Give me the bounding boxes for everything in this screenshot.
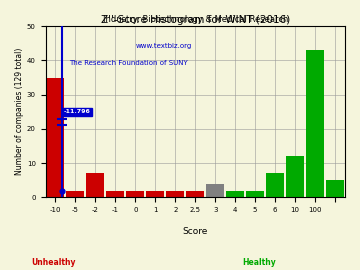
Y-axis label: Number of companies (129 total): Number of companies (129 total) — [15, 48, 24, 176]
Text: -11.796: -11.796 — [63, 109, 90, 114]
Text: The Research Foundation of SUNY: The Research Foundation of SUNY — [69, 60, 188, 66]
Bar — [166, 191, 184, 197]
Bar — [206, 184, 224, 197]
Bar — [146, 191, 164, 197]
Bar — [326, 180, 344, 197]
Bar — [306, 50, 324, 197]
Bar — [286, 156, 304, 197]
Bar — [246, 191, 264, 197]
Text: Healthy: Healthy — [242, 258, 276, 266]
Text: www.textbiz.org: www.textbiz.org — [135, 43, 192, 49]
Text: Unhealthy: Unhealthy — [32, 258, 76, 266]
Bar — [46, 77, 64, 197]
Bar — [86, 174, 104, 197]
Text: Industry: Biotechnology & Medical Research: Industry: Biotechnology & Medical Resear… — [103, 15, 288, 24]
Bar — [226, 191, 244, 197]
Bar — [107, 191, 124, 197]
Bar — [126, 191, 144, 197]
Bar — [67, 191, 85, 197]
Bar — [186, 191, 204, 197]
X-axis label: Score: Score — [183, 227, 208, 236]
Bar — [266, 174, 284, 197]
Title: Z''-Score Histogram for WINT (2016): Z''-Score Histogram for WINT (2016) — [101, 15, 290, 25]
